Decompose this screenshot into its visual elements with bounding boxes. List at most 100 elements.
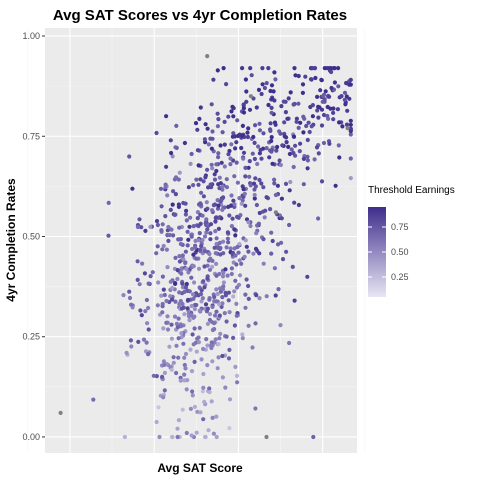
data-point xyxy=(248,223,253,229)
data-point xyxy=(305,166,310,171)
data-point xyxy=(274,148,279,153)
data-point xyxy=(185,229,190,234)
data-point xyxy=(215,291,220,297)
data-point xyxy=(232,323,237,328)
data-point xyxy=(181,257,186,262)
data-point xyxy=(256,144,261,149)
data-point xyxy=(336,84,341,89)
data-point xyxy=(164,114,169,119)
data-point xyxy=(205,126,210,131)
data-point xyxy=(253,321,258,326)
data-point xyxy=(121,293,126,298)
data-point xyxy=(200,213,205,218)
data-point xyxy=(240,66,245,71)
data-point xyxy=(170,202,175,207)
data-point xyxy=(203,175,208,180)
data-point xyxy=(203,302,209,307)
data-point xyxy=(252,156,257,162)
data-point xyxy=(220,274,226,279)
data-point xyxy=(260,66,265,71)
data-point xyxy=(239,261,244,266)
data-point xyxy=(322,97,327,102)
data-point xyxy=(171,233,176,238)
data-point xyxy=(259,91,264,97)
data-point xyxy=(194,349,199,354)
data-point xyxy=(301,130,306,135)
data-point xyxy=(165,314,170,319)
data-point xyxy=(329,69,334,75)
data-point xyxy=(91,397,96,402)
data-point xyxy=(270,238,275,244)
data-point xyxy=(296,202,301,208)
data-point xyxy=(173,255,178,260)
data-point xyxy=(227,347,232,352)
data-point xyxy=(222,119,227,124)
data-point xyxy=(301,182,306,187)
data-point xyxy=(128,338,133,343)
data-point xyxy=(279,240,284,245)
data-point xyxy=(207,312,213,317)
data-point xyxy=(190,332,195,337)
data-point xyxy=(272,266,277,271)
data-point xyxy=(220,375,225,380)
data-point xyxy=(177,290,182,295)
data-point xyxy=(235,214,240,219)
data-point xyxy=(209,162,214,167)
data-point xyxy=(232,174,237,179)
data-point xyxy=(191,264,196,269)
data-point xyxy=(221,270,226,275)
data-point xyxy=(235,180,240,185)
data-point xyxy=(294,116,299,121)
data-point xyxy=(155,303,160,308)
data-point xyxy=(210,359,215,364)
data-point xyxy=(348,132,353,137)
data-point xyxy=(287,188,292,193)
data-point xyxy=(296,101,301,106)
data-point xyxy=(223,385,228,390)
data-point xyxy=(135,277,140,282)
data-point xyxy=(214,261,219,266)
data-point xyxy=(348,156,353,161)
data-point xyxy=(205,321,210,326)
data-point xyxy=(182,372,187,377)
data-point xyxy=(182,312,187,317)
data-point xyxy=(227,148,232,154)
data-point xyxy=(173,192,178,197)
data-point xyxy=(231,114,236,119)
data-point xyxy=(313,75,318,81)
data-point xyxy=(166,238,171,243)
data-point xyxy=(233,364,238,369)
data-point xyxy=(319,78,324,83)
grid-major xyxy=(45,28,357,453)
data-point xyxy=(331,117,336,122)
data-point xyxy=(184,266,189,272)
data-point xyxy=(286,144,291,149)
data-point xyxy=(189,369,195,374)
data-point xyxy=(205,227,210,232)
data-point xyxy=(336,143,341,148)
y-tick-label: 0.00 xyxy=(22,432,40,442)
y-tick-label: 1.00 xyxy=(22,31,40,41)
data-point xyxy=(177,259,182,264)
data-point xyxy=(327,94,332,99)
data-point xyxy=(165,320,170,325)
data-point xyxy=(160,274,165,279)
data-point xyxy=(205,363,210,368)
data-point xyxy=(240,336,245,341)
data-point xyxy=(208,182,213,187)
data-point xyxy=(218,199,223,204)
data-point xyxy=(218,245,223,251)
data-point xyxy=(162,370,167,375)
data-point xyxy=(106,233,111,238)
data-point xyxy=(212,177,218,182)
data-point xyxy=(160,247,165,252)
data-point xyxy=(199,244,204,249)
data-point xyxy=(300,82,306,87)
data-point xyxy=(232,289,237,294)
data-point xyxy=(266,66,271,71)
data-point xyxy=(257,128,263,133)
data-point xyxy=(165,265,170,270)
data-point xyxy=(305,154,310,159)
data-point xyxy=(176,418,181,423)
data-point xyxy=(169,297,175,302)
